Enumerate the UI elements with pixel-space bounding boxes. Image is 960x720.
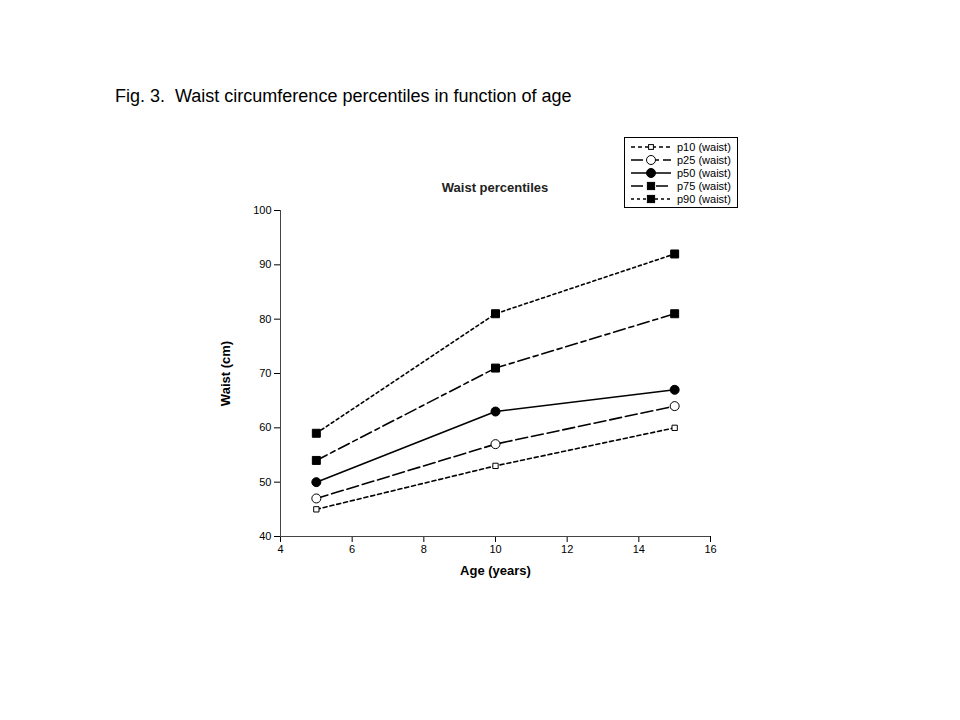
html-text:Fig. 3. Waist circumference pe: Fig. 3. Waist circumference percentiles … [115, 86, 572, 106]
svg-text:80: 80 [259, 313, 271, 325]
html-text:p90 (waist): p90 (waist) [677, 192, 731, 205]
svg-text:60: 60 [259, 421, 271, 433]
svg-text:12: 12 [561, 543, 573, 555]
svg-text:70: 70 [259, 367, 271, 379]
html-text:p50 (waist): p50 (waist) [677, 166, 731, 179]
svg-text:90: 90 [259, 258, 271, 270]
html-text:p10 (waist): p10 (waist) [677, 140, 731, 153]
svg-text:50: 50 [259, 476, 271, 488]
html-text:p25 (waist): p25 (waist) [677, 153, 731, 166]
html-text:Waist percentiles: Waist percentiles [441, 180, 549, 195]
svg-text:40: 40 [259, 530, 271, 542]
svg-text:14: 14 [633, 543, 645, 555]
svg-text:16: 16 [704, 543, 716, 555]
svg-text:8: 8 [421, 543, 427, 555]
svg-text:6: 6 [349, 543, 355, 555]
svg-text:Age (years): Age (years) [460, 563, 531, 578]
html-text:p75 (waist): p75 (waist) [677, 179, 731, 192]
svg-text:100: 100 [253, 204, 271, 216]
svg-text:Waist (cm): Waist (cm) [218, 341, 233, 406]
svg-text:10: 10 [489, 543, 501, 555]
svg-text:4: 4 [277, 543, 283, 555]
